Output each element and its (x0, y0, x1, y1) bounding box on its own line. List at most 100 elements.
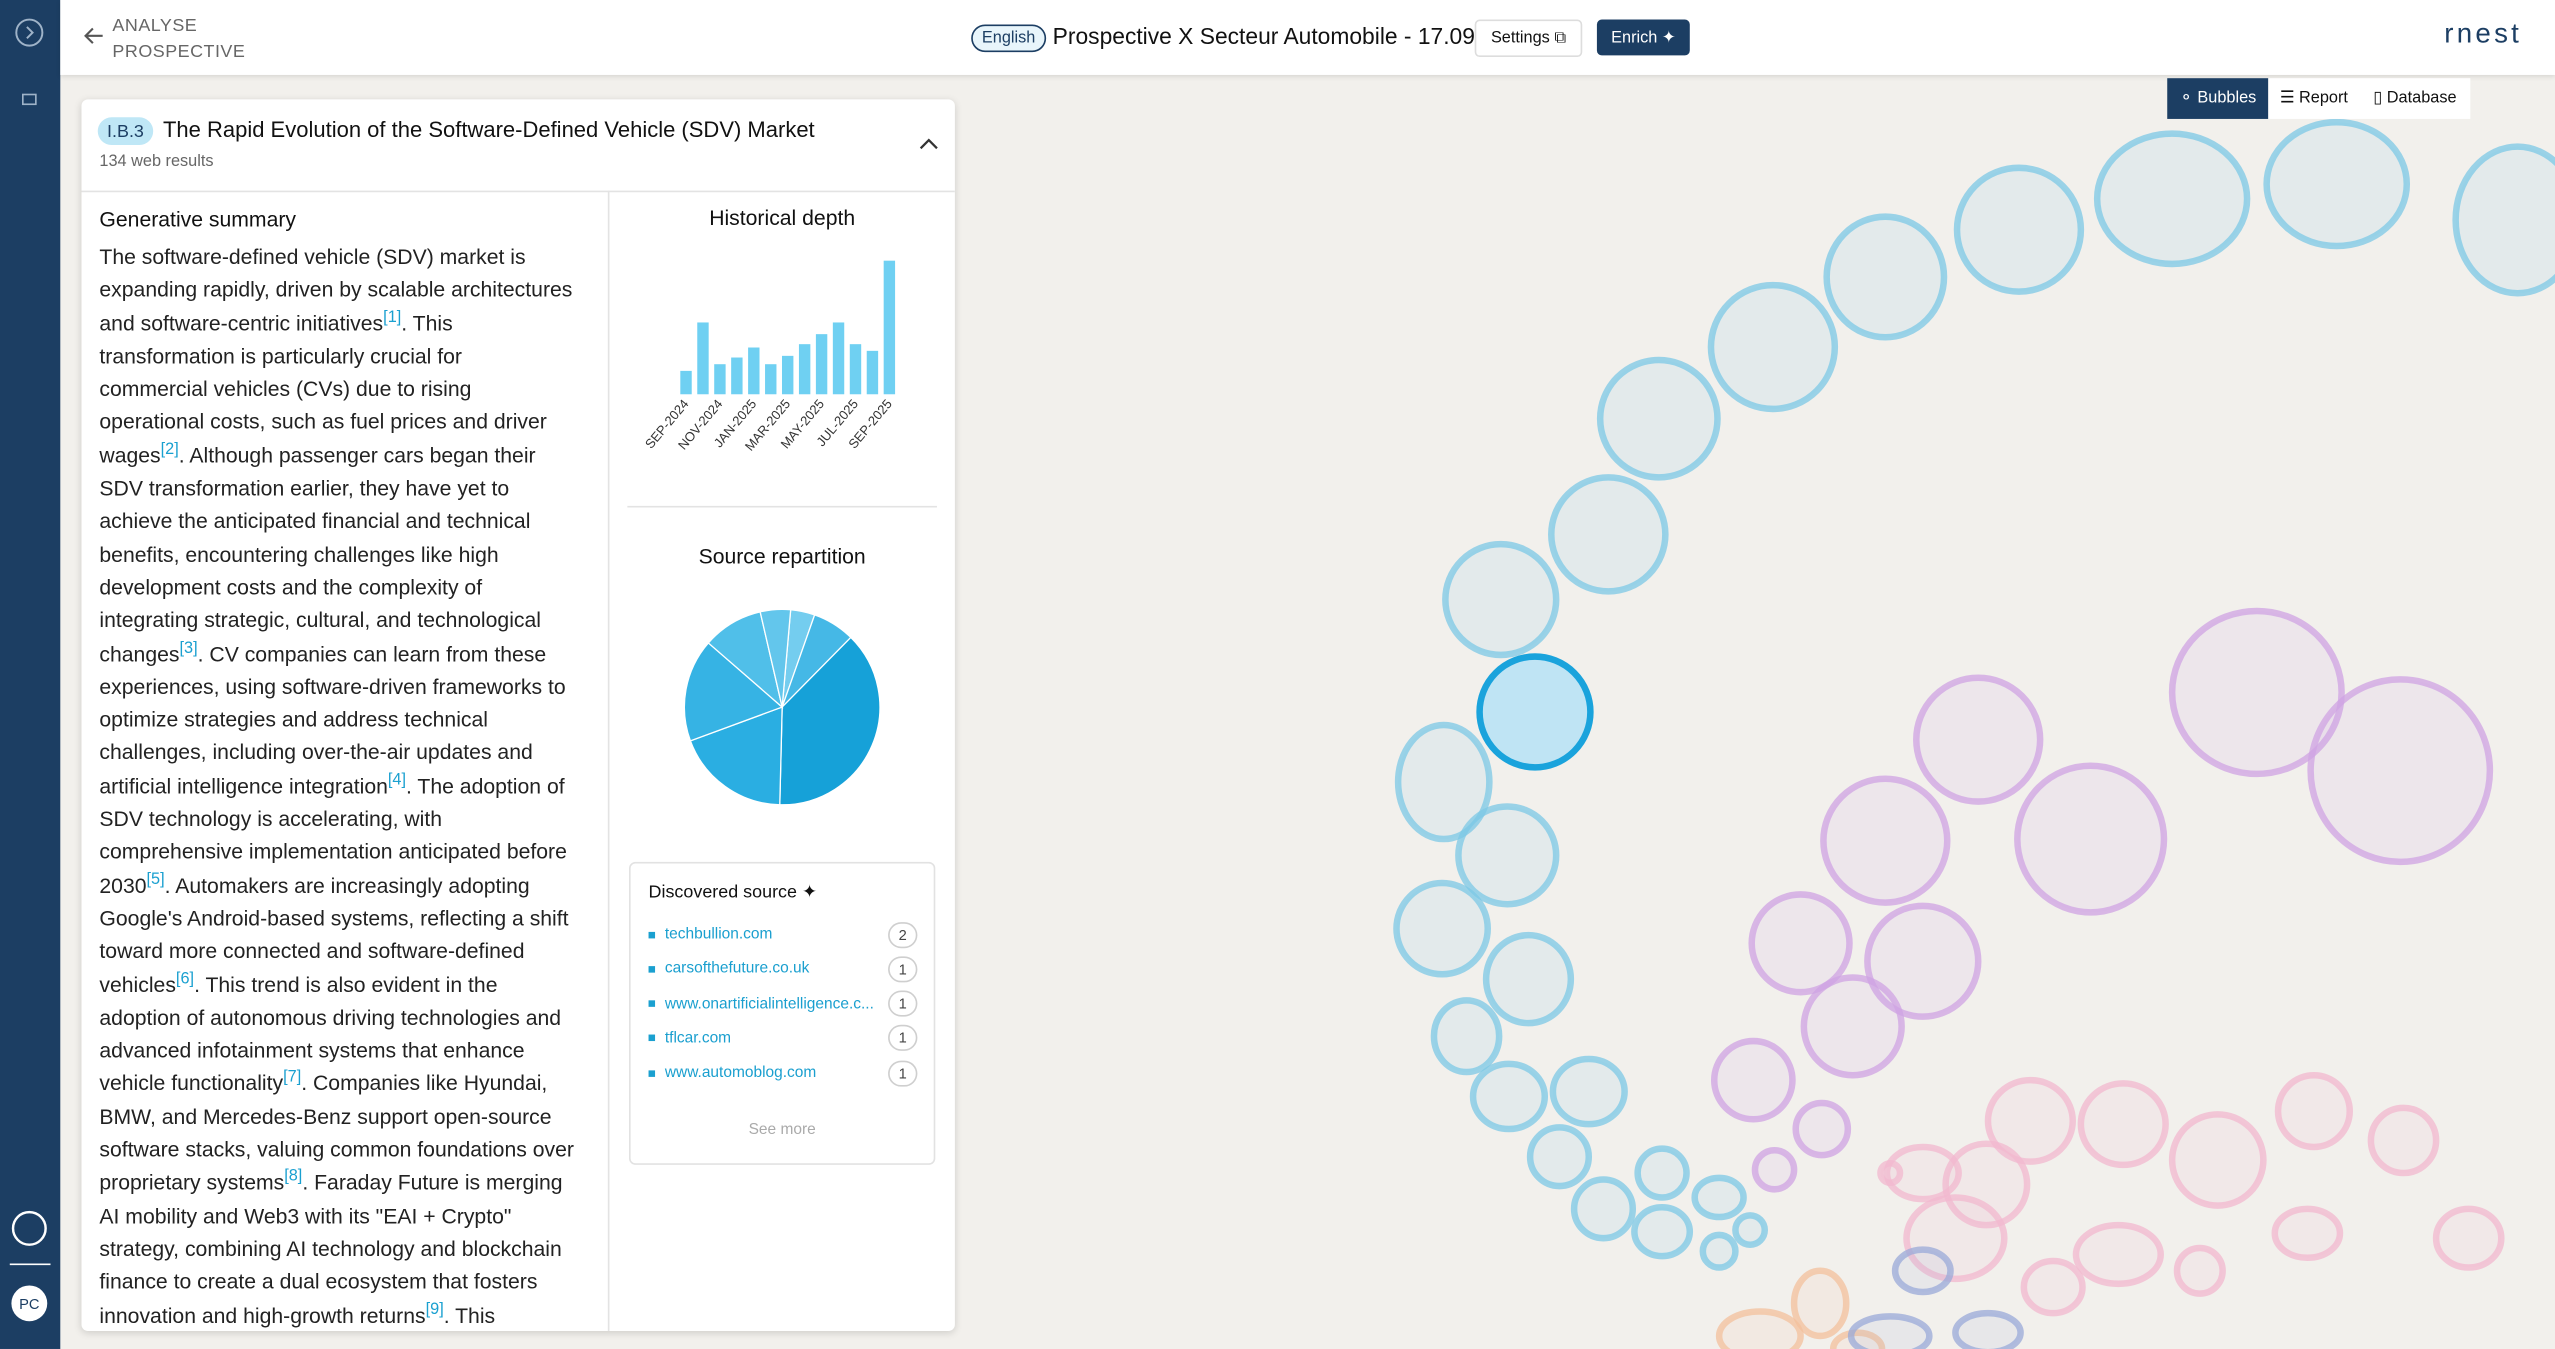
bubble[interactable] (1823, 213, 1948, 341)
citation[interactable]: [9] (425, 1300, 444, 1319)
bubble[interactable] (1526, 1124, 1593, 1190)
bubble[interactable] (2263, 118, 2411, 250)
bar (748, 347, 760, 395)
language-badge[interactable]: English (971, 24, 1047, 53)
folder-icon[interactable] (21, 93, 37, 106)
tab-database[interactable]: ▯ Database (2359, 78, 2471, 119)
bar (849, 344, 862, 395)
bubble[interactable] (1634, 1145, 1690, 1201)
bubble[interactable] (1891, 1246, 1954, 1296)
source-row[interactable]: www.automoblog.com 1 (648, 1060, 918, 1087)
bubble[interactable] (2077, 1080, 2169, 1169)
bubble[interactable] (2432, 1205, 2505, 1271)
bubble[interactable] (2173, 1244, 2226, 1297)
source-row[interactable]: techbullion.com 2 (648, 921, 918, 948)
tab-label: Report (2298, 89, 2348, 108)
bubble[interactable] (1800, 974, 1905, 1079)
bubble[interactable] (2014, 762, 2168, 916)
settings-label: Settings (1490, 29, 1550, 48)
summary-segment: . CV companies can learn from these expe… (99, 641, 566, 798)
source-row[interactable]: carsofthefuture.co.uk 1 (648, 956, 918, 983)
bubble[interactable] (1913, 674, 2044, 805)
source-row[interactable]: www.onartificialintelligence.c... 1 (648, 990, 918, 1017)
bubble[interactable] (2020, 1257, 2086, 1317)
bubble[interactable] (1549, 1055, 1628, 1128)
sidebar: PC (0, 0, 61, 1349)
bubble[interactable] (1748, 891, 1853, 996)
citation[interactable]: [4] (387, 771, 407, 790)
bubble[interactable] (1631, 1203, 1694, 1260)
bubble[interactable] (1548, 474, 1669, 595)
see-more[interactable]: See more (748, 1120, 816, 1139)
detail-panel: I.B.3 The Rapid Evolution of the Softwar… (81, 99, 955, 1332)
bubble[interactable] (1482, 931, 1575, 1027)
expand-icon[interactable] (15, 18, 44, 47)
bubble[interactable] (2452, 143, 2555, 297)
bubble[interactable] (1877, 1159, 1904, 1187)
bar (680, 370, 692, 395)
bubble[interactable] (1903, 1194, 2008, 1283)
citation[interactable]: [6] (175, 969, 195, 988)
bubble[interactable] (1952, 1309, 2024, 1349)
logo: rnest (2444, 17, 2523, 49)
source-count: 1 (888, 1025, 918, 1052)
bubble[interactable] (1596, 356, 1721, 481)
bubble[interactable] (1984, 1076, 2076, 1165)
enrich-button[interactable]: Enrich ✦ (1596, 19, 1690, 56)
bubble[interactable] (1942, 1140, 2031, 1229)
tab-label: Database (2386, 89, 2457, 108)
bubble[interactable] (2168, 607, 2345, 778)
tab-report[interactable]: ☰ Report (2268, 78, 2360, 119)
source-row[interactable]: tflcar.com 1 (648, 1025, 918, 1052)
status-ring (11, 1210, 47, 1246)
pie-slice (689, 706, 783, 806)
bubble[interactable] (2367, 1104, 2440, 1177)
citation[interactable]: [5] (146, 870, 165, 889)
bubble[interactable] (1710, 1037, 1796, 1123)
tab-bubbles[interactable]: ⚬ Bubbles (2167, 78, 2269, 119)
bubble[interactable] (1847, 1313, 1933, 1349)
source-count: 1 (888, 1060, 918, 1087)
back-arrow[interactable] (83, 24, 106, 47)
bubble[interactable] (1394, 721, 1493, 843)
bubble[interactable] (1455, 803, 1560, 908)
bubble[interactable] (1715, 1308, 1804, 1349)
bubble[interactable] (1792, 1099, 1852, 1159)
bubble[interactable] (2307, 676, 2494, 866)
selected-bubble[interactable] (1476, 653, 1594, 771)
summary-segment: . Faraday Future is merging AI mobility … (99, 1170, 563, 1327)
avatar[interactable] (11, 1285, 48, 1322)
citation[interactable]: [8] (284, 1168, 303, 1187)
bubble[interactable] (1820, 775, 1951, 906)
bubble[interactable] (1732, 1212, 1769, 1248)
collapse-chevron[interactable] (919, 137, 939, 153)
summary-segment: . This includes initiatives like tokeniz… (443, 1302, 496, 1327)
bubble[interactable] (1790, 1267, 1850, 1340)
bubble[interactable] (2271, 1205, 2344, 1262)
bubble[interactable] (2168, 1111, 2267, 1209)
bubble[interactable] (1883, 1143, 1962, 1203)
bubble[interactable] (1442, 540, 1560, 659)
bubble[interactable] (1864, 902, 1982, 1020)
bubble[interactable] (2274, 1072, 2353, 1151)
bubble[interactable] (1953, 164, 2085, 295)
citation[interactable]: [3] (179, 639, 198, 657)
settings-button[interactable]: Settings ⧉ (1474, 19, 1583, 58)
bubble[interactable] (1691, 1174, 1747, 1221)
citation[interactable]: [7] (283, 1068, 302, 1087)
bubble[interactable] (1751, 1146, 1798, 1193)
bubble[interactable] (1699, 1231, 1739, 1271)
citation[interactable]: [2] (160, 440, 179, 459)
back-label[interactable]: ANALYSE PROSPECTIVE (112, 16, 246, 62)
bubble[interactable] (1570, 1176, 1637, 1242)
bubble[interactable] (1393, 879, 1491, 978)
bubble[interactable] (2093, 130, 2251, 268)
bubble[interactable] (1430, 997, 1503, 1076)
bubble[interactable] (1469, 1060, 1549, 1133)
bubble[interactable] (1707, 281, 1839, 413)
bubble[interactable] (1829, 1329, 1886, 1349)
bubble[interactable] (2072, 1221, 2164, 1288)
citation[interactable]: [1] (383, 308, 402, 327)
